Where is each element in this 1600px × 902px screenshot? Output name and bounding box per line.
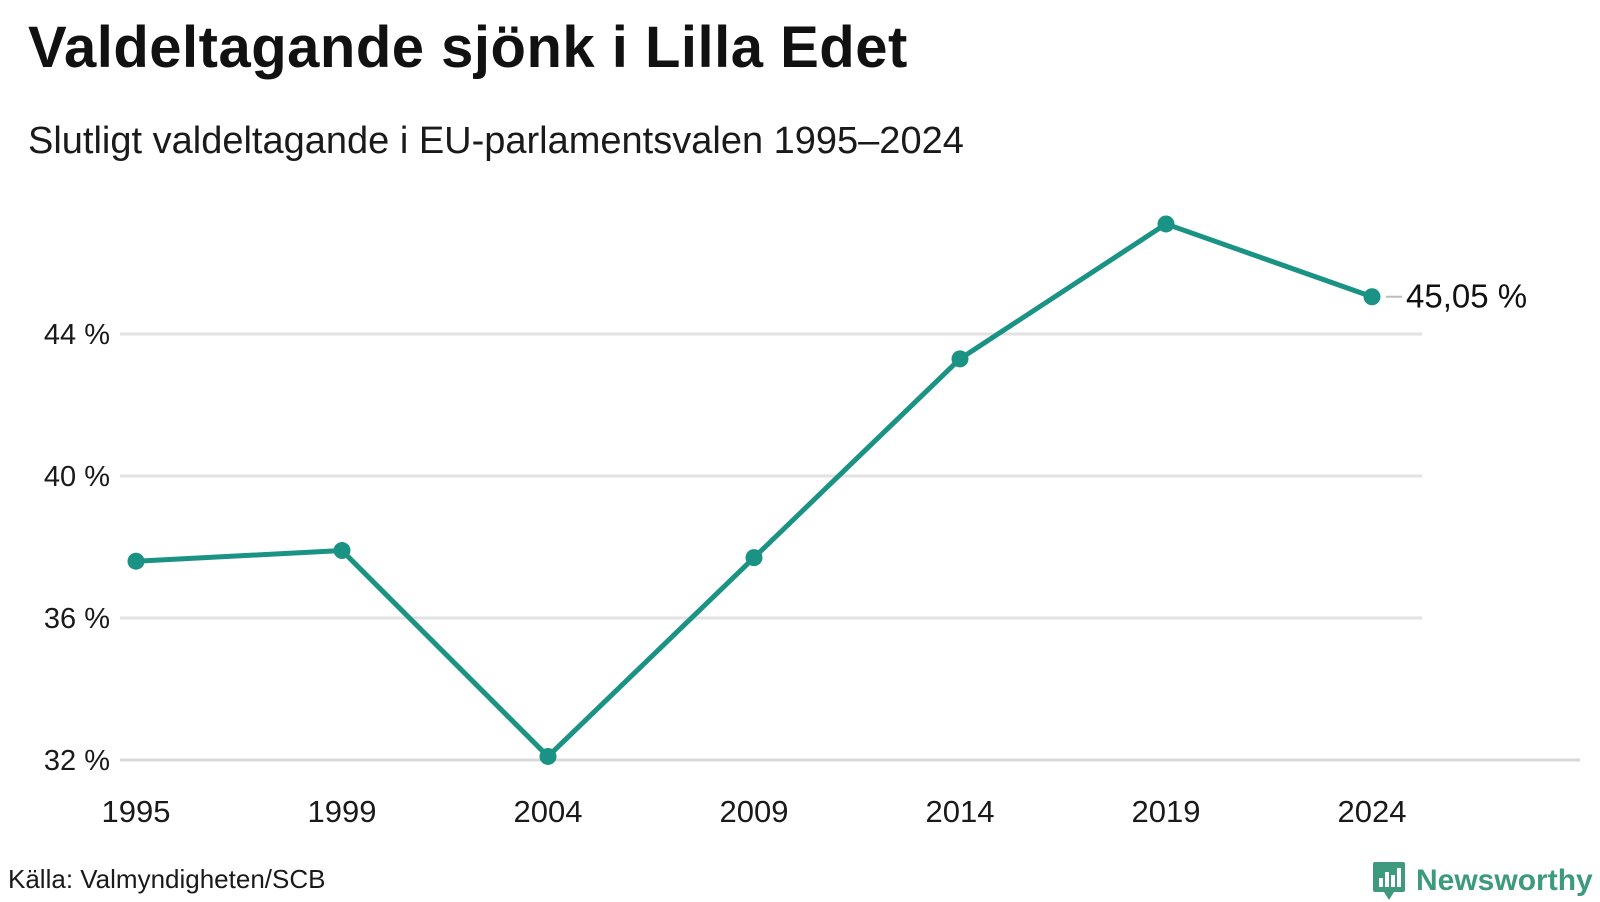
series-line [133,221,1375,759]
x-tick-label: 2019 [1132,794,1201,829]
data-point [539,747,557,765]
data-point [951,350,969,368]
x-tick-label: 2024 [1338,794,1407,829]
source-note: Källa: Valmyndigheten/SCB [8,864,326,894]
x-tick-label: 1995 [102,794,171,829]
y-tick-label: 40 % [44,461,110,493]
data-point [1363,288,1381,306]
data-point [127,552,145,570]
chart-subtitle: Slutligt valdeltagande i EU-parlamentsva… [28,120,964,162]
newsworthy-logo: Newsworthy [1372,860,1593,902]
data-point [333,542,351,560]
x-tick-label: 2004 [514,794,583,829]
line-chart: 32 % 36 % 40 % 44 % 1995 1999 2004 2009 2014 2019… [44,215,1580,829]
y-tick-label: 36 % [44,603,110,635]
end-value-label: 45,05 % [1406,278,1527,315]
brand-name: Newsworthy [1416,864,1593,897]
data-point [1157,215,1175,233]
y-tick-label: 32 % [44,745,110,777]
newsworthy-logo-icon [1373,862,1405,900]
x-tick-label: 1999 [308,794,377,829]
x-tick-label: 2014 [926,794,995,829]
data-point [745,549,763,567]
x-tick-label: 2009 [720,794,789,829]
chart-title: Valdeltagande sjönk i Lilla Edet [28,15,908,80]
y-tick-label: 44 % [44,319,110,351]
